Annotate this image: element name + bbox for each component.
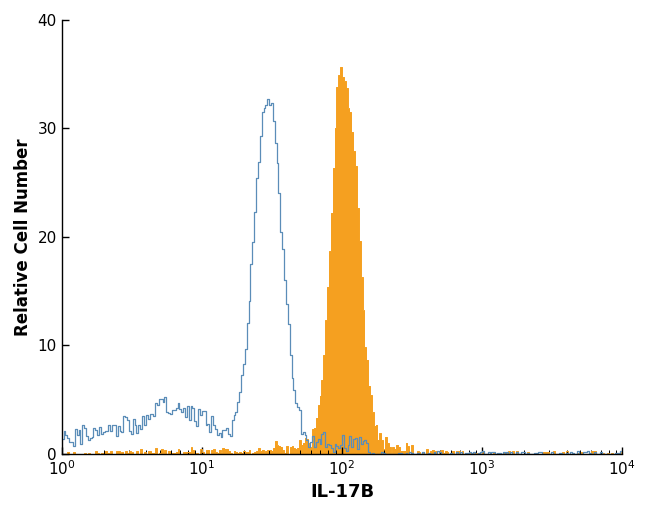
X-axis label: IL-17B: IL-17B — [310, 483, 374, 501]
Y-axis label: Relative Cell Number: Relative Cell Number — [14, 138, 32, 336]
